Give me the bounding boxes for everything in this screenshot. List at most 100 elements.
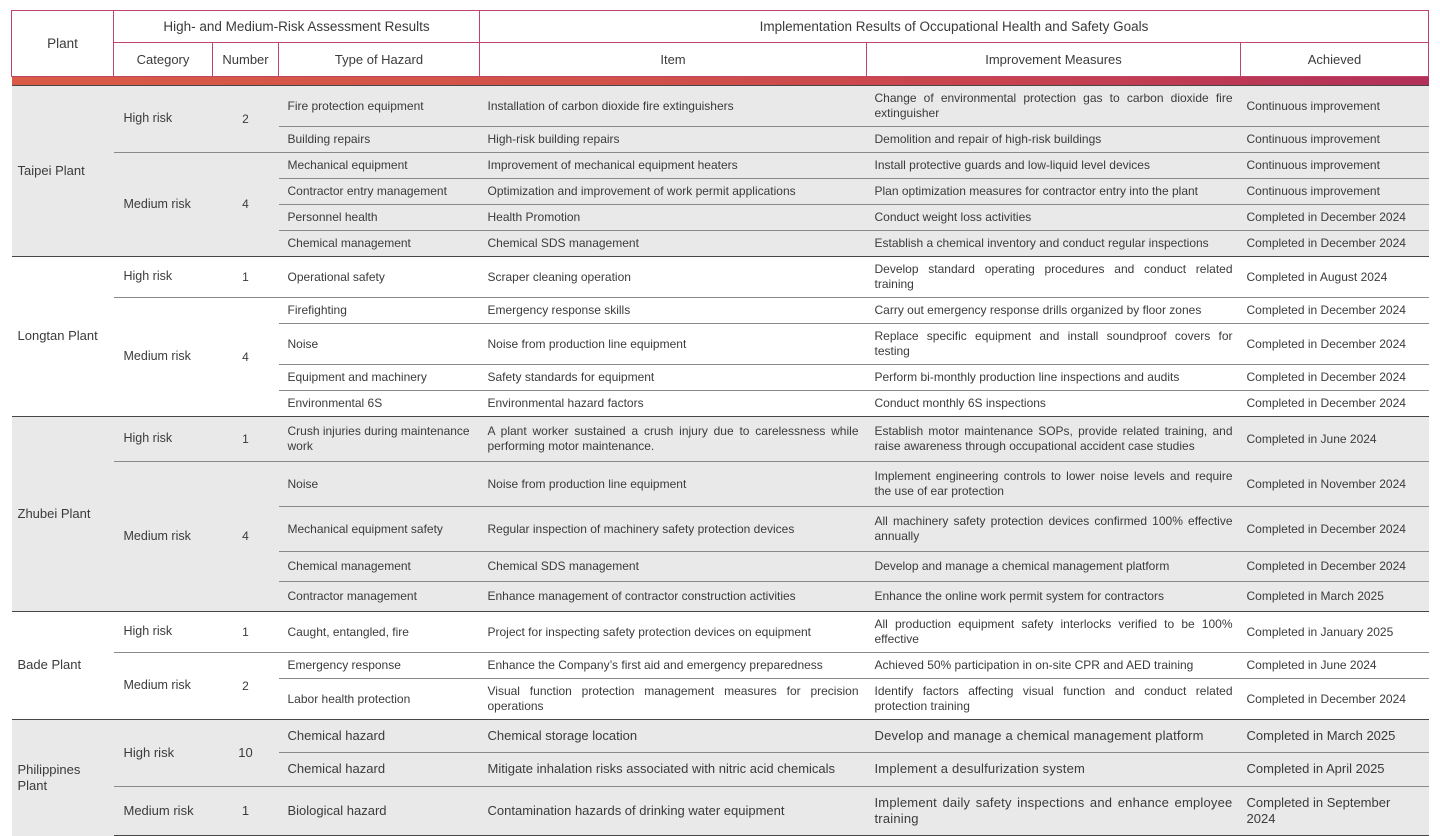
type-of-hazard-cell: Building repairs [278, 126, 480, 153]
table-row: Chemical management Chemical SDS manageme… [12, 551, 1429, 582]
table-row: Medium risk 2 Emergency response Enhance th… [12, 652, 1429, 720]
table-row: Zhubei Plant High risk 1 Crush injuries dur… [11, 416, 1429, 612]
category-cell: Medium risk [113, 461, 213, 612]
achieved-cell: Completed in December 2024 [1240, 364, 1429, 391]
improvement-measures-cell: Implement daily safety inspections and e… [866, 785, 1241, 836]
improvement-measures-cell: Replace specific equipment and install s… [866, 323, 1241, 365]
type-of-hazard-cell: Mechanical equipment safety [278, 506, 480, 552]
type-of-hazard-cell: Fire protection equipment [278, 85, 480, 127]
col-header-number: Number [212, 42, 279, 77]
item-cell: Chemical SDS management [479, 551, 867, 582]
item-cell: Project for inspecting safety protection… [479, 611, 867, 653]
category-cell: High risk [113, 85, 213, 153]
number-cell: 1 [212, 611, 279, 653]
number-cell: 2 [212, 85, 279, 153]
achieved-cell: Completed in August 2024 [1240, 256, 1429, 298]
ohs-results-table: Plant High- and Medium-Risk Assessment R… [11, 10, 1430, 836]
improvement-measures-cell: Perform bi-monthly production line inspe… [866, 364, 1241, 391]
header-accent-bar [11, 76, 1429, 86]
item-cell: Contamination hazards of drinking water … [479, 785, 867, 836]
table-row: Bade Plant High risk 1 Caught, entangled, f… [11, 611, 1429, 720]
achieved-cell: Continuous improvement [1240, 152, 1429, 179]
category-cell: High risk [113, 719, 213, 786]
item-cell: Enhance the Company’s first aid and emer… [479, 652, 867, 679]
item-cell: Installation of carbon dioxide fire exti… [479, 85, 867, 127]
table-row: Building repairs High-risk building repai… [12, 126, 1429, 153]
table-row: Longtan Plant High risk 1 Operational safet… [11, 256, 1429, 417]
improvement-measures-cell: Establish a chemical inventory and condu… [866, 230, 1241, 257]
type-of-hazard-cell: Biological hazard [278, 785, 480, 836]
achieved-cell: Completed in April 2025 [1240, 752, 1429, 786]
col-header-plant: Plant [11, 10, 114, 77]
improvement-measures-cell: All machinery safety protection devices … [866, 506, 1241, 552]
item-cell: Emergency response skills [479, 297, 867, 324]
number-cell: 1 [212, 256, 279, 298]
improvement-measures-cell: Carry out emergency response drills orga… [866, 297, 1241, 324]
number-cell: 10 [212, 719, 279, 786]
type-of-hazard-cell: Chemical management [278, 551, 480, 582]
achieved-cell: Continuous improvement [1240, 178, 1429, 205]
item-cell: Regular inspection of machinery safety p… [479, 506, 867, 552]
type-of-hazard-cell: Emergency response [278, 652, 480, 679]
ohs-report-page: Plant High- and Medium-Risk Assessment R… [0, 10, 1440, 836]
improvement-measures-cell: All production equipment safety interloc… [866, 611, 1241, 653]
improvement-measures-cell: Implement a desulfurization system [866, 752, 1241, 786]
number-cell: 1 [212, 785, 279, 836]
achieved-cell: Completed in December 2024 [1240, 506, 1429, 552]
type-of-hazard-cell: Chemical management [278, 230, 480, 257]
improvement-measures-cell: Identify factors affecting visual functi… [866, 678, 1241, 720]
type-of-hazard-cell: Labor health protection [278, 678, 480, 720]
achieved-cell: Completed in September 2024 [1240, 785, 1429, 836]
type-of-hazard-cell: Noise [278, 323, 480, 365]
table-header: Plant High- and Medium-Risk Assessment R… [11, 10, 1430, 86]
table-row: Medium risk 4 Noise Noise from production l… [12, 461, 1429, 612]
type-of-hazard-cell: Contractor management [278, 581, 480, 612]
improvement-measures-cell: Establish motor maintenance SOPs, provid… [866, 416, 1241, 462]
col-header-improvement-measures: Improvement Measures [866, 42, 1241, 77]
type-of-hazard-cell: Contractor entry management [278, 178, 480, 205]
type-of-hazard-cell: Firefighting [278, 297, 480, 324]
item-cell: Health Promotion [479, 204, 867, 231]
improvement-measures-cell: Develop and manage a chemical management… [866, 718, 1241, 753]
table-body: Taipei Plant High risk 2 Fire protection eq… [11, 85, 1429, 836]
improvement-measures-cell: Develop and manage a chemical management… [866, 551, 1241, 582]
achieved-cell: Completed in December 2024 [1240, 678, 1429, 720]
table-row: Chemical management Chemical SDS manageme… [12, 230, 1429, 257]
item-cell: Optimization and improvement of work per… [479, 178, 867, 205]
achieved-cell: Completed in June 2024 [1240, 652, 1429, 679]
category-cell: Medium risk [113, 785, 213, 836]
col-header-type-of-hazard: Type of Hazard [278, 42, 480, 77]
table-row: Philippines Plant High risk 10 Chemical haz… [11, 718, 1429, 836]
col-header-category: Category [113, 42, 213, 77]
improvement-measures-cell: Achieved 50% participation in on-site CP… [866, 652, 1241, 679]
table-row: Medium risk 1 Biological hazard Contaminati… [12, 785, 1429, 836]
table-row: Chemical hazard Mitigate inhalation risks… [12, 752, 1429, 786]
table-row: Taipei Plant High risk 2 Fire protection eq… [11, 85, 1429, 257]
category-cell: Medium risk [113, 297, 213, 417]
achieved-cell: Completed in January 2025 [1240, 611, 1429, 653]
type-of-hazard-cell: Personnel health [278, 204, 480, 231]
plant-cell: Longtan Plant [11, 256, 114, 417]
item-cell: Environmental hazard factors [479, 390, 867, 417]
table-row: Contractor entry management Optimization … [12, 178, 1429, 205]
achieved-cell: Completed in March 2025 [1240, 718, 1429, 753]
item-cell: Chemical storage location [479, 718, 867, 753]
improvement-measures-cell: Implement engineering controls to lower … [866, 461, 1241, 507]
improvement-measures-cell: Conduct monthly 6S inspections [866, 390, 1241, 417]
item-cell: Mitigate inhalation risks associated wit… [479, 752, 867, 786]
number-cell: 2 [212, 652, 279, 720]
number-cell: 4 [212, 297, 279, 417]
improvement-measures-cell: Install protective guards and low-liquid… [866, 152, 1241, 179]
type-of-hazard-cell: Chemical hazard [278, 718, 480, 753]
plant-cell: Bade Plant [11, 611, 114, 720]
number-cell: 4 [212, 461, 279, 612]
improvement-measures-cell: Demolition and repair of high-risk build… [866, 126, 1241, 153]
item-cell: Scraper cleaning operation [479, 256, 867, 298]
achieved-cell: Completed in December 2024 [1240, 551, 1429, 582]
category-cell: High risk [113, 611, 213, 653]
plant-cell: Taipei Plant [11, 85, 114, 257]
category-cell: High risk [113, 256, 213, 298]
item-cell: Chemical SDS management [479, 230, 867, 257]
type-of-hazard-cell: Equipment and machinery [278, 364, 480, 391]
number-cell: 1 [212, 416, 279, 462]
